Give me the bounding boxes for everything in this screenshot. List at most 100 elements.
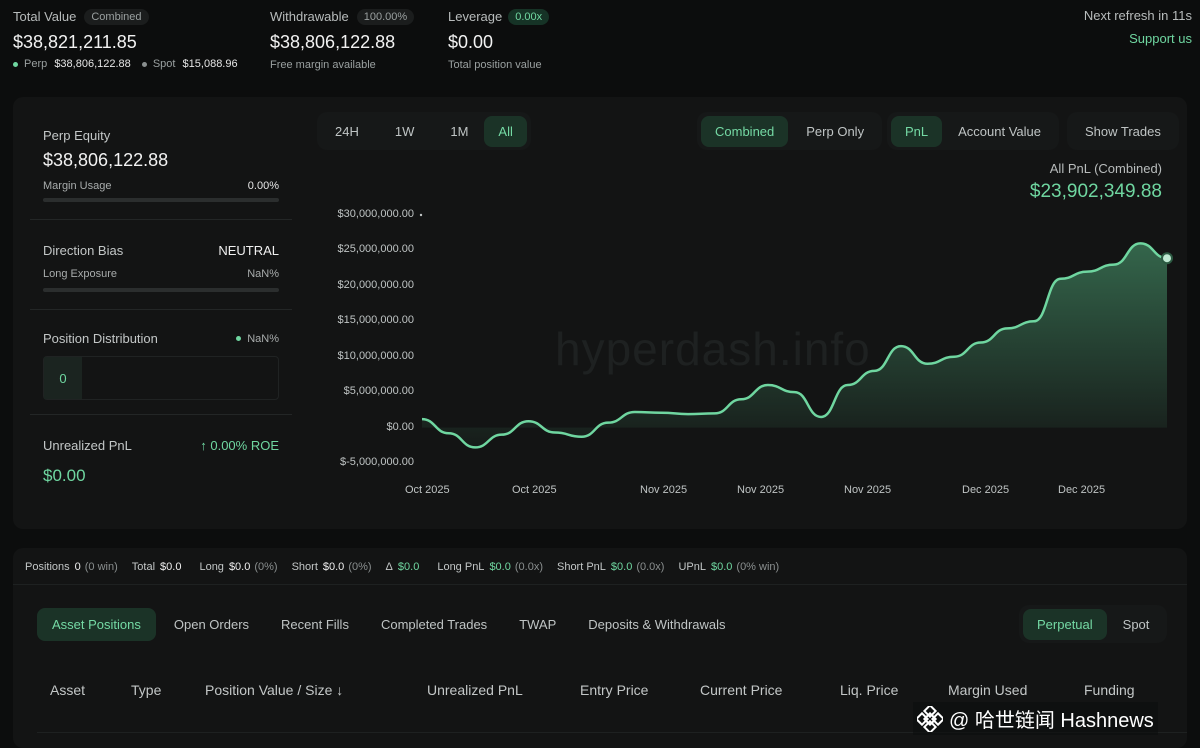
roe-value: ↑ 0.00% ROE	[200, 438, 279, 453]
total-value: $38,821,211.85	[13, 32, 137, 52]
stat-label: Total	[131, 561, 156, 573]
pnl-header: All PnL (Combined) $23,902,349.88	[1030, 161, 1162, 203]
position-distribution-label: Position Distribution	[43, 331, 158, 346]
range-1m-button[interactable]: 1M	[450, 123, 469, 139]
pnl-title: All PnL (Combined)	[1049, 161, 1162, 176]
col-liq-price[interactable]: Liq. Price	[840, 682, 899, 698]
withdrawable-label: Withdrawable	[270, 9, 349, 24]
spot-label: Spot	[152, 58, 176, 70]
unrealized-pnl-value: $0.00	[43, 466, 86, 485]
col-margin-used[interactable]: Margin Used	[948, 682, 1028, 698]
x-tick-label: Oct 2025	[512, 484, 557, 496]
withdrawable-value: $38,806,122.88	[270, 32, 396, 52]
tab-asset-positions[interactable]: Asset Positions	[37, 607, 156, 641]
stat-extra: (0 win)	[84, 561, 118, 573]
col-funding[interactable]: Funding	[1084, 682, 1135, 698]
range-1w-button[interactable]: 1W	[394, 123, 415, 139]
stat-value: $0.0	[610, 561, 633, 573]
col-asset[interactable]: Asset	[50, 682, 86, 698]
leverage-sub: Total position value	[448, 59, 542, 71]
y-tick-label: $5,000,000.00	[343, 385, 414, 398]
long-exposure-value: NaN%	[247, 268, 279, 280]
main-panel	[13, 97, 1187, 529]
tab-open-orders[interactable]: Open Orders	[173, 616, 250, 632]
col-unrealized-pnl[interactable]: Unrealized PnL	[427, 682, 523, 698]
col-current-price[interactable]: Current Price	[700, 682, 783, 698]
pnl-line	[421, 242, 1168, 449]
perp-equity-label: Perp Equity	[43, 128, 111, 143]
direction-bias-value: NEUTRAL	[218, 243, 279, 258]
chart-watermark: hyperdash.info	[555, 323, 871, 375]
binance-logo-icon	[917, 705, 943, 732]
pnl-value: $23,902,349.88	[1029, 181, 1162, 202]
col-type[interactable]: Type	[131, 682, 162, 698]
perpetual-toggle[interactable]: Perpetual	[1023, 608, 1107, 640]
margin-usage-label: Margin Usage	[43, 180, 112, 192]
range-24h-button[interactable]: 24H	[335, 123, 359, 139]
distribution-count: 0	[44, 357, 82, 399]
margin-usage-value: 0.00%	[247, 180, 279, 192]
stat-item: Long PnL $0.0 (0.0x)	[437, 561, 543, 573]
refresh-text: Next refresh in 11s	[1083, 8, 1192, 23]
perp-label: Perp	[24, 58, 48, 70]
y-tick-label: $10,000,000.00	[337, 349, 414, 362]
mode-perp-only-button[interactable]: Perp Only	[806, 123, 865, 139]
y-tick-label: $15,000,000.00	[337, 314, 414, 327]
stat-value: $0.0	[322, 561, 345, 573]
pnl-area	[422, 243, 1167, 448]
mode-combined-button[interactable]: Combined	[701, 115, 789, 147]
last-point-marker[interactable]	[1161, 252, 1173, 265]
distribution-dot-icon	[236, 336, 242, 342]
y-tick-label: $20,000,000.00	[337, 278, 414, 291]
metric-account-value-button[interactable]: Account Value	[958, 123, 1042, 139]
distribution-bar: 0	[43, 356, 279, 400]
tab-deposits-withdrawals[interactable]: Deposits & Withdrawals	[588, 616, 726, 632]
brand-text: @ 哈世链闻 Hashnews	[949, 710, 1154, 732]
stat-item: Long $0.0 (0%)	[199, 561, 277, 573]
stat-value: $0.0	[710, 561, 733, 573]
stat-item: Short PnL $0.0 (0.0x)	[557, 561, 664, 573]
tab-completed-trades[interactable]: Completed Trades	[380, 616, 488, 632]
stat-item: Short $0.0 (0%)	[292, 561, 372, 573]
x-tick-label: Dec 2025	[962, 484, 1010, 496]
divider	[30, 414, 292, 415]
metric-pnl-button[interactable]: PnL	[891, 115, 943, 147]
leverage-block: Leverage 0.00x $0.00 Total position value	[448, 8, 550, 71]
perp-equity-section: Perp Equity $38,806,122.88 Margin Usage …	[43, 128, 279, 202]
tab-recent-fills[interactable]: Recent Fills	[281, 616, 349, 632]
y-tick-label: $0.00	[386, 420, 414, 433]
col-entry-price[interactable]: Entry Price	[580, 682, 649, 698]
y-tick-label: $25,000,000.00	[337, 243, 414, 256]
stat-item: Total $0.0	[132, 561, 186, 573]
positions-tabs: Asset Positions Open Orders Recent Fills…	[37, 605, 740, 643]
x-tick-label: Nov 2025	[844, 484, 892, 496]
stats-bar: Positions 0 (0 win) Total $0.0 Long $0.0 (0%) Sh…	[25, 561, 793, 573]
show-trades-group: Show Trades	[1067, 112, 1179, 150]
stat-label: Short	[291, 561, 318, 573]
leverage-badge: 0.00x	[508, 8, 550, 25]
stat-extra: (0% win)	[736, 561, 780, 573]
leverage-label: Leverage	[448, 9, 503, 24]
stat-label: Short PnL	[556, 561, 606, 573]
show-trades-button[interactable]: Show Trades	[1085, 123, 1161, 139]
stat-label: Long	[199, 561, 224, 573]
stat-item: Δ $0.0	[386, 561, 424, 573]
position-distribution-value: NaN%	[247, 332, 279, 345]
direction-bias-section: Direction Bias NEUTRAL Long Exposure NaN…	[43, 243, 279, 292]
divider	[30, 309, 292, 310]
withdrawable-sub: Free margin available	[270, 59, 376, 71]
spot-toggle[interactable]: Spot	[1122, 616, 1150, 632]
col-position-value[interactable]: Position Value / Size ↓	[205, 682, 344, 698]
y-tick-label: $-5,000,000.00	[339, 456, 414, 468]
support-link[interactable]: Support us	[1129, 31, 1192, 46]
stat-label: Δ	[385, 561, 393, 573]
tab-twap[interactable]: TWAP	[519, 616, 557, 632]
axis-dot	[419, 213, 423, 217]
range-all-button[interactable]: All	[484, 115, 527, 147]
stat-value: $0.0	[228, 561, 251, 573]
long-exposure-bar	[43, 288, 279, 292]
stat-item: UPnL $0.0 (0% win)	[678, 561, 779, 573]
x-tick-label: Dec 2025	[1058, 484, 1106, 496]
x-tick-label: Nov 2025	[640, 484, 688, 496]
stat-value: 0	[74, 561, 81, 573]
